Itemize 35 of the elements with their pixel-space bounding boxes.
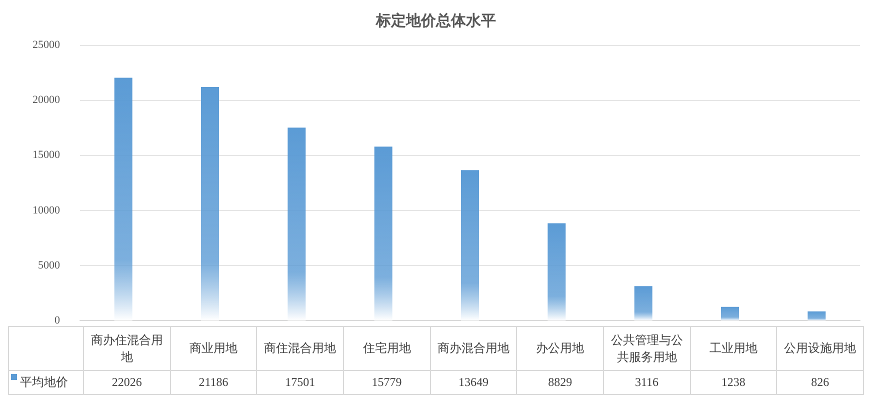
x-tick-label: 住宅用地 <box>343 326 430 370</box>
data-label: 15779 <box>343 370 430 394</box>
y-tick-label: 15000 <box>32 149 60 162</box>
y-tick-label: 5000 <box>38 259 60 272</box>
bar <box>288 128 306 320</box>
y-tick-label: 25000 <box>32 39 60 51</box>
x-tick-label: 工业用地 <box>690 326 777 370</box>
y-tick-label: 0 <box>54 314 60 326</box>
bar <box>548 223 566 320</box>
y-tick-label: 20000 <box>32 94 60 106</box>
bar <box>114 78 132 320</box>
bar <box>634 286 652 320</box>
bar <box>374 146 392 320</box>
data-label: 22026 <box>84 370 170 394</box>
data-label: 17501 <box>256 370 344 394</box>
x-tick-label: 公用设施用地 <box>776 326 864 370</box>
bar <box>808 311 826 320</box>
data-label: 826 <box>776 370 864 394</box>
x-tick-label: 商办住混合用地 <box>84 326 170 370</box>
chart-title: 标定地价总体水平 <box>375 12 496 30</box>
legend-label: 平均地价 <box>8 370 84 394</box>
x-tick-label: 办公用地 <box>516 326 604 370</box>
bar <box>461 170 479 320</box>
x-tick-label: 商业用地 <box>170 326 257 370</box>
bar <box>721 306 739 320</box>
data-label: 13649 <box>430 370 517 394</box>
data-label: 3116 <box>603 370 690 394</box>
data-label: 8829 <box>516 370 604 394</box>
bar <box>201 87 219 320</box>
data-label: 21186 <box>170 370 257 394</box>
y-tick-label: 10000 <box>32 204 60 216</box>
x-tick-label: 商住混合用地 <box>256 326 344 370</box>
x-tick-label: 公共管理与公共服务用地 <box>603 326 690 370</box>
data-label: 1238 <box>690 370 777 394</box>
x-tick-label: 商办混合用地 <box>430 326 517 370</box>
